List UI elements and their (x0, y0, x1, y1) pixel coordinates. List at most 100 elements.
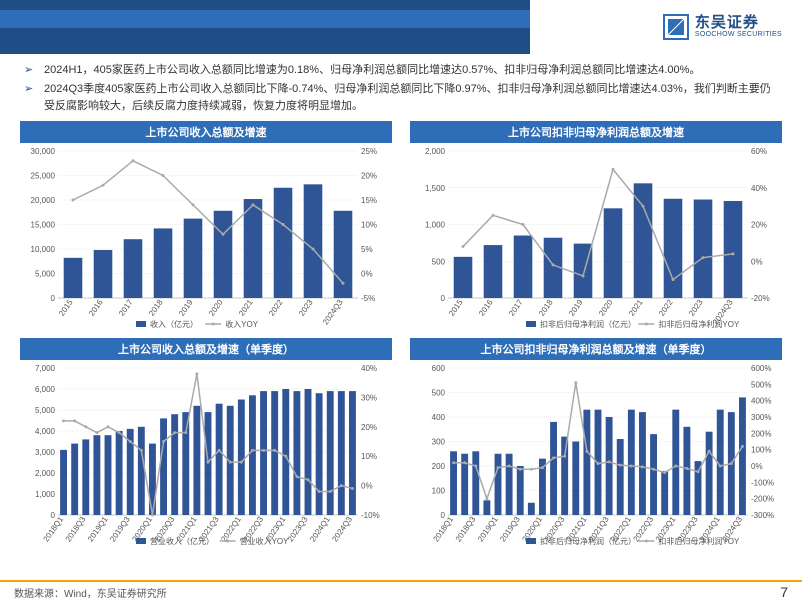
svg-text:500: 500 (432, 389, 446, 398)
svg-text:20%: 20% (361, 423, 377, 432)
bullet-icon: ➢ (24, 62, 36, 79)
svg-text:2019: 2019 (177, 298, 195, 318)
svg-text:5%: 5% (361, 245, 373, 254)
svg-text:-10%: -10% (361, 511, 380, 520)
svg-text:0%: 0% (751, 462, 763, 471)
svg-text:2016: 2016 (477, 298, 495, 318)
bullet-icon: ➢ (24, 81, 36, 115)
svg-text:2023: 2023 (687, 298, 705, 318)
chart-panel-2: 上市公司收入总额及增速（单季度） 01,0002,0003,0004,0005,… (20, 338, 392, 551)
data-source: 数据来源：Wind，东吴证券研究所 (14, 585, 167, 600)
svg-text:60%: 60% (751, 147, 767, 156)
svg-text:2022: 2022 (657, 298, 675, 318)
svg-text:400%: 400% (751, 397, 771, 406)
svg-text:0: 0 (441, 294, 446, 303)
svg-text:1,500: 1,500 (425, 184, 446, 193)
svg-text:200%: 200% (751, 429, 771, 438)
svg-text:2024Q1: 2024Q1 (308, 515, 332, 544)
bullet-text: 2024H1，405家医药上市公司收入总额同比增速为0.18%、归母净利润总额同… (44, 62, 700, 79)
svg-text:3,000: 3,000 (35, 448, 56, 457)
chart-panel-3: 上市公司扣非归母净利润总额及增速（单季度） 010020030040050060… (410, 338, 782, 551)
header: 东吴证券 SOOCHOW SECURITIES (0, 0, 802, 54)
svg-text:-200%: -200% (751, 495, 774, 504)
svg-text:10%: 10% (361, 452, 377, 461)
svg-text:500: 500 (432, 257, 446, 266)
svg-text:5,000: 5,000 (35, 270, 56, 279)
svg-text:25,000: 25,000 (31, 172, 56, 181)
svg-text:200: 200 (432, 462, 446, 471)
svg-text:2021: 2021 (237, 298, 255, 318)
svg-text:6,000: 6,000 (35, 385, 56, 394)
svg-text:扣非后归母净利润（亿元）: 扣非后归母净利润（亿元） (540, 319, 636, 329)
svg-text:2018: 2018 (147, 298, 165, 318)
svg-text:10,000: 10,000 (31, 245, 56, 254)
svg-text:2024Q3: 2024Q3 (321, 298, 345, 327)
svg-text:2021: 2021 (627, 298, 645, 318)
svg-text:2023: 2023 (297, 298, 315, 318)
svg-text:2015: 2015 (447, 298, 465, 318)
svg-text:20,000: 20,000 (31, 196, 56, 205)
footer: 数据来源：Wind，东吴证券研究所 7 (0, 580, 802, 602)
chart-panel-0: 上市公司收入总额及增速 0 5,000 10,000 15,000 20,000 25,0… (20, 121, 392, 334)
svg-text:1,000: 1,000 (425, 221, 446, 230)
svg-text:2017: 2017 (117, 298, 135, 318)
svg-text:2018: 2018 (537, 298, 555, 318)
svg-text:7,000: 7,000 (35, 364, 56, 373)
svg-text:1,000: 1,000 (35, 490, 56, 499)
svg-text:100%: 100% (751, 446, 771, 455)
chart-title: 上市公司扣非归母净利润总额及增速（单季度） (410, 338, 782, 360)
svg-text:30,000: 30,000 (31, 147, 56, 156)
svg-text:-20%: -20% (751, 294, 770, 303)
svg-text:100: 100 (432, 487, 446, 496)
svg-text:0%: 0% (361, 270, 373, 279)
svg-text:5,000: 5,000 (35, 406, 56, 415)
svg-text:2015: 2015 (57, 298, 75, 318)
svg-text:-300%: -300% (751, 511, 774, 520)
svg-text:收入（亿元）: 收入（亿元） (150, 319, 198, 329)
svg-text:40%: 40% (751, 184, 767, 193)
svg-text:营业收入（亿元）: 营业收入（亿元） (150, 536, 214, 546)
summary-bullets: ➢ 2024H1，405家医药上市公司收入总额同比增速为0.18%、归母净利润总额… (0, 54, 802, 121)
svg-text:10%: 10% (361, 221, 377, 230)
svg-text:扣非后归母净利润（亿元）: 扣非后归母净利润（亿元） (540, 536, 636, 546)
svg-text:扣非后归母净利润YOY: 扣非后归母净利润YOY (658, 319, 740, 329)
svg-text:0%: 0% (751, 257, 763, 266)
svg-text:4,000: 4,000 (35, 427, 56, 436)
svg-text:2017: 2017 (507, 298, 525, 318)
svg-text:15,000: 15,000 (31, 221, 56, 230)
svg-text:25%: 25% (361, 147, 377, 156)
svg-text:收入YOY: 收入YOY (225, 319, 259, 329)
svg-text:600%: 600% (751, 364, 771, 373)
svg-text:2020: 2020 (597, 298, 615, 318)
logo-en: SOOCHOW SECURITIES (695, 31, 782, 38)
svg-text:0%: 0% (361, 482, 373, 491)
chart-title: 上市公司收入总额及增速（单季度） (20, 338, 392, 360)
brand-logo: 东吴证券 SOOCHOW SECURITIES (530, 0, 802, 54)
svg-text:2020: 2020 (207, 298, 225, 318)
svg-text:2016: 2016 (87, 298, 105, 318)
svg-text:600: 600 (432, 364, 446, 373)
svg-text:2019: 2019 (567, 298, 585, 318)
svg-text:300%: 300% (751, 413, 771, 422)
svg-text:2,000: 2,000 (35, 469, 56, 478)
svg-text:-5%: -5% (361, 294, 375, 303)
svg-text:300: 300 (432, 438, 446, 447)
svg-text:20%: 20% (361, 172, 377, 181)
chart-title: 上市公司扣非归母净利润总额及增速 (410, 121, 782, 143)
svg-text:0: 0 (51, 294, 56, 303)
page-number: 7 (780, 584, 788, 600)
header-title-bar (0, 0, 530, 54)
svg-text:2019Q3: 2019Q3 (108, 515, 132, 544)
svg-text:40%: 40% (361, 364, 377, 373)
svg-text:15%: 15% (361, 196, 377, 205)
svg-text:2,000: 2,000 (425, 147, 446, 156)
svg-text:2022: 2022 (267, 298, 285, 318)
chart-title: 上市公司收入总额及增速 (20, 121, 392, 143)
svg-text:400: 400 (432, 413, 446, 422)
svg-text:2019Q3: 2019Q3 (498, 515, 522, 544)
svg-text:30%: 30% (361, 394, 377, 403)
logo-cn: 东吴证券 (695, 15, 782, 31)
svg-text:2019Q1: 2019Q1 (86, 515, 110, 544)
svg-text:500%: 500% (751, 380, 771, 389)
svg-text:2018Q3: 2018Q3 (454, 515, 478, 544)
